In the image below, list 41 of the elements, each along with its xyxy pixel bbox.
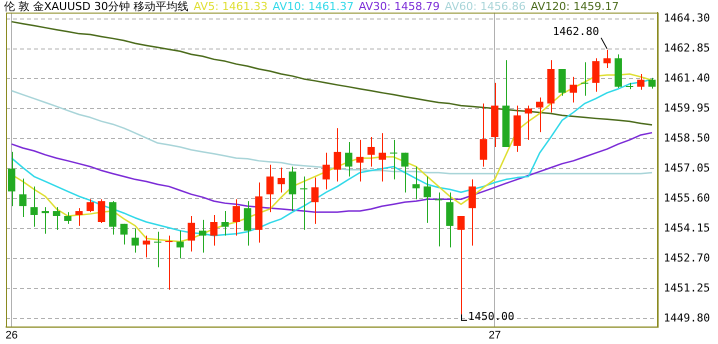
candlestick: [109, 200, 116, 236]
text: AV30: 1458.79: [358, 0, 440, 13]
y-tick-label: 1458.50: [664, 132, 710, 145]
annotation: 1462.80: [552, 25, 600, 38]
text: AV5: 1461.33: [194, 0, 268, 13]
candlestick: [345, 142, 352, 178]
candlestick: [367, 136, 375, 168]
y-tick-label: 1452.70: [664, 251, 710, 264]
y-tick-label: 1449.80: [664, 311, 710, 324]
y-tick-label: 1459.95: [664, 102, 710, 115]
candlestick: [198, 219, 206, 254]
y-tick-label: 1451.25: [664, 281, 710, 294]
candlestick: [86, 198, 94, 213]
annotation: 1450.00: [468, 310, 514, 323]
candlestick: [570, 76, 578, 104]
candlestick: [322, 152, 330, 190]
candlestick: [401, 152, 408, 193]
y-tick-label: 1461.40: [664, 72, 710, 85]
x-tick-label: 26: [5, 329, 18, 342]
candlestick: [132, 228, 139, 254]
chart-title: 伦 敦 金XAUUSD 30分钟 移动平均线: [4, 0, 189, 13]
candlestick: [592, 58, 600, 92]
candlestick: [378, 132, 386, 182]
y-tick-label: 1454.15: [664, 221, 710, 234]
y-tick-label: 1457.05: [664, 162, 710, 175]
candlestick: [176, 230, 184, 259]
y-tick-label: 1455.60: [664, 192, 710, 204]
candlestick: [536, 97, 544, 133]
candlestick: [64, 212, 72, 224]
candlestick: [154, 231, 162, 268]
candlestick: [580, 62, 588, 96]
x-tick-label: 27: [488, 329, 501, 342]
text: AV10: 1461.37: [272, 0, 354, 13]
text: AV60: 1456.86: [444, 0, 526, 13]
y-tick-label: 1464.30: [664, 12, 710, 25]
candlestick: [446, 192, 454, 248]
y-tick-label: 1462.85: [664, 42, 710, 55]
candlestick: [390, 139, 398, 180]
text: AV120: 1459.17: [530, 0, 619, 13]
candlestick: [8, 151, 16, 207]
candlestick: [558, 68, 566, 96]
